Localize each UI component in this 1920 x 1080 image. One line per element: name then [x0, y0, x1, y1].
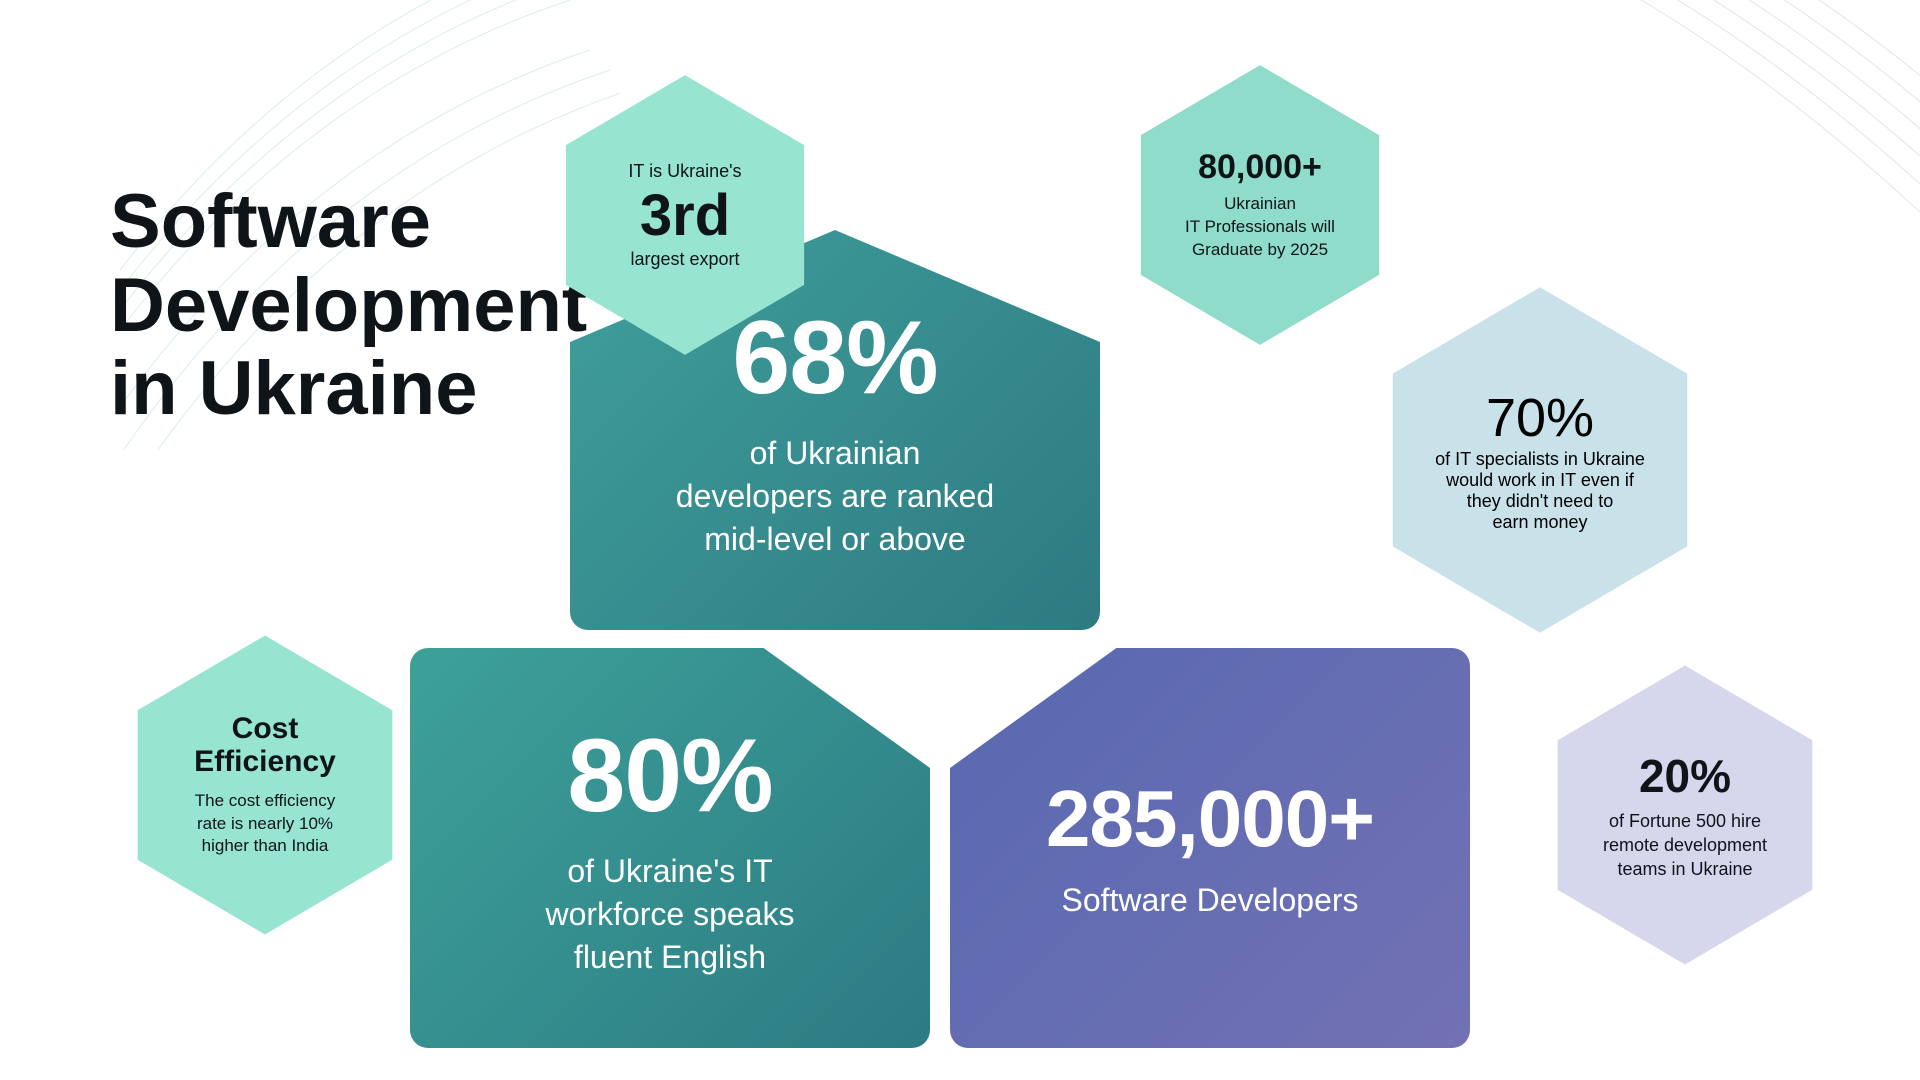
hex-export-big: 3rd: [628, 182, 741, 249]
hex-graduates: 80,000+ UkrainianIT Professionals willGr…: [1130, 60, 1390, 350]
hex-cost-title: CostEfficiency: [194, 712, 336, 778]
stat-80-percent: 80% of Ukraine's ITworkforce speaksfluen…: [410, 648, 930, 1048]
hex-export: IT is Ukraine's 3rd largest export: [555, 70, 815, 360]
bg-lines-top-right: [1520, 0, 1920, 300]
hex-70-cap: of IT specialists in Ukrainewould work i…: [1435, 449, 1645, 533]
stat-285k-cap: Software Developers: [1061, 879, 1358, 922]
hex-20-percent: 20% of Fortune 500 hireremote developmen…: [1545, 660, 1825, 970]
hex-graduates-big: 80,000+: [1185, 148, 1335, 187]
hex-20-cap: of Fortune 500 hireremote developmenttea…: [1603, 809, 1767, 882]
hex-export-pre: IT is Ukraine's: [628, 161, 741, 182]
hex-70-big: 70%: [1435, 387, 1645, 449]
hex-cost-efficiency: CostEfficiency The cost efficiencyrate i…: [125, 630, 405, 940]
hex-graduates-cap: UkrainianIT Professionals willGraduate b…: [1185, 193, 1335, 262]
hex-export-post: largest export: [628, 249, 741, 270]
stat-285k-big: 285,000+: [1046, 773, 1374, 865]
hex-20-big: 20%: [1603, 749, 1767, 803]
hex-cost-cap: The cost efficiencyrate is nearly 10%hig…: [194, 790, 336, 859]
stat-68-cap: of Ukrainiandevelopers are rankedmid-lev…: [676, 432, 994, 562]
stat-285k: 285,000+ Software Developers: [950, 648, 1470, 1048]
stat-80-cap: of Ukraine's ITworkforce speaksfluent En…: [546, 850, 795, 980]
stat-80-big: 80%: [567, 717, 772, 836]
hex-70-percent: 70% of IT specialists in Ukrainewould wo…: [1380, 280, 1700, 640]
page-title: SoftwareDevelopmentin Ukraine: [110, 180, 587, 431]
